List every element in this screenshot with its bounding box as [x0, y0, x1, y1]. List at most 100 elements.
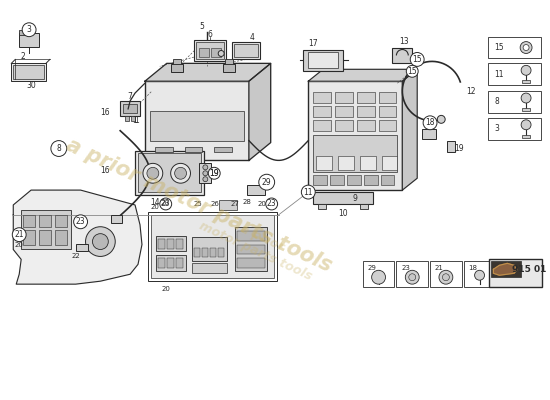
Bar: [12, 63, 46, 81]
Bar: [357, 106, 375, 117]
Bar: [234, 44, 258, 58]
Text: 20: 20: [150, 204, 159, 210]
Text: 915 01: 915 01: [512, 265, 546, 274]
Bar: [447, 141, 455, 152]
Bar: [422, 129, 436, 139]
Bar: [488, 63, 541, 85]
Bar: [237, 258, 265, 268]
Bar: [347, 175, 361, 185]
Bar: [131, 116, 135, 121]
Text: 7: 7: [128, 92, 133, 100]
Text: 20: 20: [15, 242, 24, 248]
Bar: [156, 236, 185, 252]
Bar: [492, 261, 521, 277]
Text: a prior
motor parts tools: a prior motor parts tools: [197, 206, 321, 283]
Bar: [196, 42, 224, 60]
Bar: [23, 215, 35, 227]
Circle shape: [147, 167, 159, 179]
Text: 26: 26: [211, 201, 219, 207]
Text: 19: 19: [454, 144, 464, 153]
Bar: [218, 248, 224, 258]
Bar: [522, 108, 530, 111]
Bar: [335, 92, 353, 103]
Text: 10: 10: [338, 209, 348, 218]
Text: 30: 30: [26, 81, 36, 90]
Bar: [378, 92, 397, 103]
Bar: [192, 237, 227, 261]
Text: 11: 11: [494, 70, 504, 79]
Bar: [335, 106, 353, 117]
Circle shape: [406, 65, 418, 77]
Bar: [145, 81, 249, 160]
Circle shape: [372, 270, 386, 284]
Bar: [170, 64, 183, 72]
Text: 6: 6: [208, 30, 213, 39]
Text: 23: 23: [267, 200, 277, 208]
Bar: [185, 146, 202, 152]
Text: 27: 27: [230, 201, 239, 207]
Text: 9: 9: [353, 194, 358, 202]
Circle shape: [259, 174, 274, 190]
Bar: [175, 258, 183, 268]
Bar: [464, 261, 496, 287]
Text: 19: 19: [210, 169, 219, 178]
Bar: [488, 37, 541, 58]
Circle shape: [218, 50, 224, 56]
Bar: [120, 101, 140, 116]
Text: 23: 23: [402, 265, 410, 271]
Bar: [232, 42, 260, 60]
Circle shape: [439, 270, 453, 284]
Polygon shape: [249, 63, 271, 160]
Bar: [360, 204, 368, 209]
Text: 3: 3: [26, 25, 31, 34]
Text: 14: 14: [150, 198, 159, 208]
Bar: [123, 104, 137, 113]
Text: 20: 20: [160, 200, 169, 206]
Bar: [200, 163, 211, 183]
Text: 13: 13: [399, 37, 409, 46]
Circle shape: [22, 23, 36, 37]
Bar: [195, 40, 226, 62]
Bar: [13, 65, 44, 79]
Circle shape: [203, 165, 208, 170]
Bar: [219, 200, 237, 210]
Bar: [522, 80, 530, 83]
Bar: [23, 230, 35, 244]
Circle shape: [301, 185, 315, 199]
Bar: [318, 204, 326, 209]
Bar: [150, 111, 244, 141]
Bar: [363, 261, 394, 287]
Bar: [21, 210, 71, 250]
Text: 16: 16: [101, 166, 110, 175]
Bar: [156, 256, 185, 271]
Text: 15: 15: [412, 55, 422, 64]
Bar: [195, 248, 200, 258]
Bar: [360, 156, 376, 170]
Text: 4: 4: [249, 33, 254, 42]
Bar: [192, 263, 227, 273]
Circle shape: [203, 177, 208, 182]
Bar: [430, 261, 462, 287]
Circle shape: [175, 167, 186, 179]
Bar: [304, 50, 343, 71]
Text: 2: 2: [21, 52, 25, 61]
Bar: [397, 261, 428, 287]
Text: 1: 1: [133, 116, 138, 125]
Circle shape: [405, 270, 419, 284]
Text: 3: 3: [494, 124, 499, 133]
Circle shape: [409, 274, 416, 281]
Text: 23: 23: [161, 200, 170, 208]
Bar: [490, 259, 542, 287]
Bar: [314, 92, 331, 103]
Text: 16: 16: [101, 108, 110, 117]
Circle shape: [208, 167, 220, 179]
Text: 11: 11: [304, 188, 313, 196]
Circle shape: [12, 228, 26, 242]
Circle shape: [521, 120, 531, 130]
Bar: [151, 215, 274, 278]
Polygon shape: [13, 190, 142, 284]
Circle shape: [74, 215, 87, 229]
Bar: [225, 60, 233, 64]
Bar: [378, 106, 397, 117]
Bar: [155, 146, 173, 152]
